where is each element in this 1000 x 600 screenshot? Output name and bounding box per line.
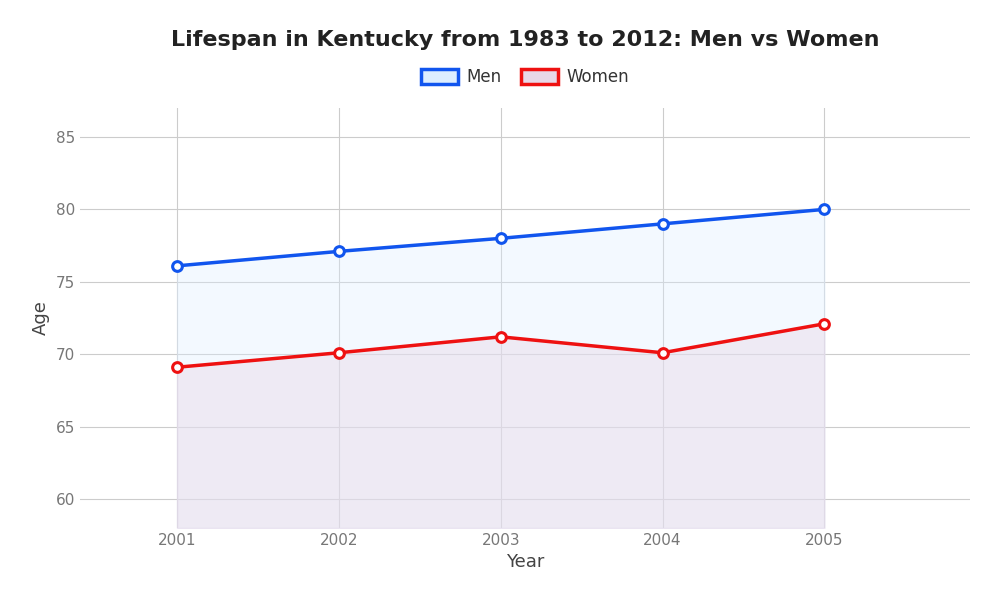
X-axis label: Year: Year [506, 553, 544, 571]
Title: Lifespan in Kentucky from 1983 to 2012: Men vs Women: Lifespan in Kentucky from 1983 to 2012: … [171, 29, 879, 49]
Y-axis label: Age: Age [32, 301, 50, 335]
Legend: Men, Women: Men, Women [414, 62, 636, 93]
